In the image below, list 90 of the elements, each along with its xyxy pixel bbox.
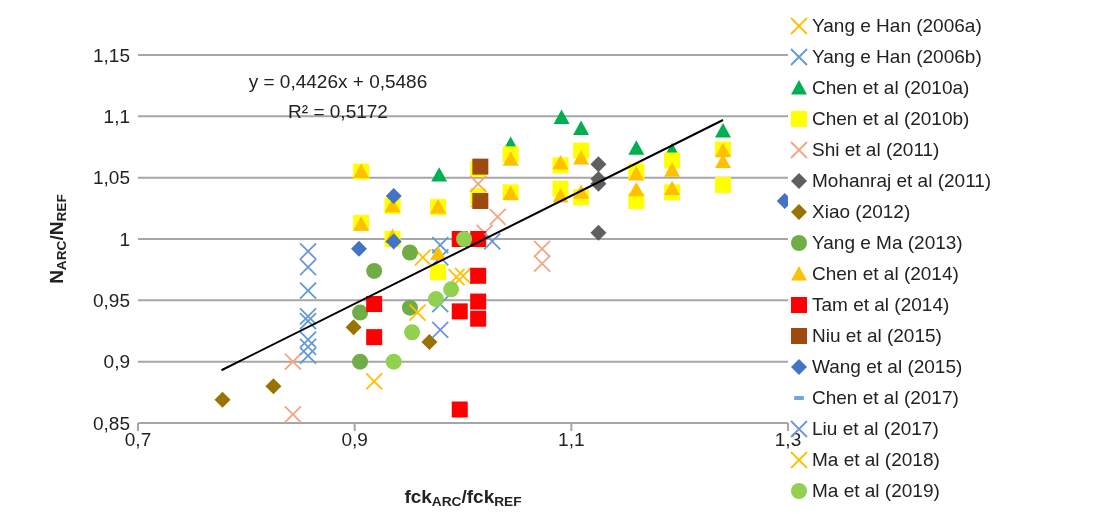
point: [299, 258, 317, 277]
point: [345, 319, 362, 336]
legend-label: Tam et al (2014): [812, 293, 950, 317]
legend-label: Xiao (2012): [812, 200, 911, 224]
point: [431, 295, 450, 313]
y-tick-label: 0,95: [93, 290, 130, 312]
point: [502, 151, 519, 166]
point: [385, 353, 402, 370]
point: [414, 248, 432, 267]
legend-label: Yang e Ma (2013): [812, 231, 963, 255]
point: [401, 244, 418, 261]
point: [488, 208, 507, 226]
point: [590, 156, 607, 173]
point: [664, 162, 681, 177]
point: [265, 378, 282, 395]
legend-label: Mohanraj et al (2011): [812, 169, 992, 193]
point: [573, 120, 590, 135]
point: [431, 236, 450, 255]
point: [430, 245, 447, 261]
point: [299, 242, 317, 261]
point: [404, 324, 421, 341]
point: [421, 334, 438, 351]
point: [451, 303, 468, 320]
point: [352, 304, 369, 321]
y-tick-label: 1,05: [93, 167, 130, 189]
point: [533, 254, 551, 273]
point: [366, 262, 383, 279]
point: [351, 240, 367, 257]
x-tick-label: 1,3: [774, 429, 802, 451]
point: [299, 346, 317, 365]
point: [366, 296, 383, 313]
legend-label: Yang e Han (2006b): [812, 45, 982, 69]
point: [451, 401, 468, 418]
point: [533, 239, 551, 258]
y-tick-label: 1,1: [103, 106, 130, 128]
point: [431, 320, 450, 339]
point: [715, 177, 731, 194]
point: [552, 154, 569, 170]
legend-label: Chen et al (2010b): [812, 107, 970, 131]
point: [366, 329, 383, 346]
point: [470, 310, 487, 327]
point: [431, 167, 448, 182]
y-tick-label: 0,9: [103, 351, 130, 373]
legend-label: Yang e Han (2006a): [812, 14, 982, 38]
point: [430, 264, 447, 281]
point: [628, 140, 645, 155]
point: [447, 268, 466, 286]
point: [299, 312, 317, 331]
point: [299, 338, 317, 356]
point: [470, 293, 487, 310]
point: [664, 180, 681, 196]
point: [664, 152, 681, 169]
annotation: y = 0,4426x + 0,5486: [247, 71, 429, 93]
x-tick-label: 0,9: [341, 429, 368, 451]
point: [715, 123, 731, 138]
point: [454, 266, 472, 285]
legend-label: Shi et al (2011): [812, 138, 940, 162]
point: [470, 267, 487, 284]
point: [483, 232, 502, 251]
annotation: R² = 0,5172: [287, 101, 389, 123]
point: [427, 291, 444, 308]
point: [299, 330, 317, 349]
point: [214, 391, 231, 408]
point: [385, 188, 402, 205]
point: [365, 372, 384, 391]
legend-label: Chen et al (2010a): [812, 76, 970, 100]
point: [443, 281, 460, 298]
point: [284, 352, 302, 371]
point: [299, 307, 317, 326]
legend-label: Niu et al (2015): [812, 324, 942, 348]
legend-label: Chen et al (2017): [812, 386, 959, 410]
legend-label: Chen et al (2014): [812, 262, 959, 286]
point: [469, 174, 488, 193]
legend-label: Wang et al (2015): [812, 355, 963, 379]
legend-label: Liu et al (2017): [812, 417, 939, 441]
point: [284, 405, 302, 423]
point: [553, 109, 570, 124]
legend-label: Ma et al (2018): [812, 448, 940, 472]
point: [456, 231, 473, 247]
y-tick-label: 1: [119, 228, 130, 250]
point: [628, 181, 645, 197]
x-tick-label: 1,1: [558, 429, 585, 451]
point: [573, 150, 590, 165]
point: [299, 281, 317, 300]
x-axis-title: fck$_{ARC}$/fck$_{REF}$: [404, 486, 522, 509]
legend-label: Ma et al (2019): [812, 479, 940, 503]
y-tick-label: 1,15: [93, 44, 130, 66]
point: [590, 224, 607, 241]
point: [352, 353, 369, 370]
point: [408, 303, 427, 322]
